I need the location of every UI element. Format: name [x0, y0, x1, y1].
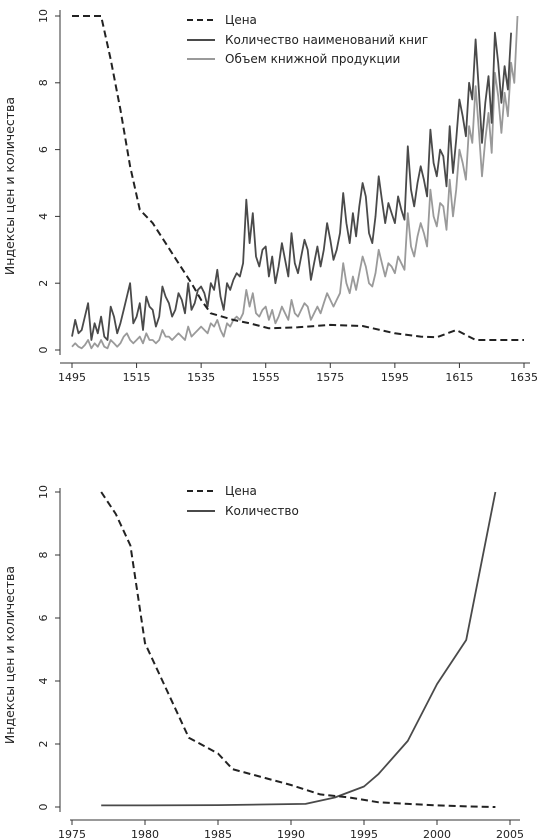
top-x-tick-label: 1635: [510, 371, 538, 384]
top-x-tick-label: 1555: [252, 371, 280, 384]
top-y-tick-label: 8: [37, 79, 50, 86]
bottom-legend-label-price: Цена: [225, 484, 257, 498]
top-x-axis: 1495 1515 1535 1555 1575 1595 1615 1635: [58, 362, 538, 384]
top-x-tick-label: 1615: [445, 371, 473, 384]
bottom-y-axis-label: Индексы цен и количества: [2, 566, 17, 744]
top-x-tick-label: 1495: [58, 371, 86, 384]
bottom-line-series-1: [101, 491, 497, 807]
bottom-y-tick-label: 0: [37, 804, 50, 811]
top-line-series-1: [71, 31, 512, 341]
top-y-tick-label: 6: [37, 146, 50, 153]
bottom-y-tick-label: 10: [37, 485, 50, 499]
top-legend: Цена Количество наименований книг Объем …: [187, 13, 428, 66]
bottom-y-tick-label: 8: [37, 552, 50, 559]
bottom-y-tick-label: 6: [37, 615, 50, 622]
top-line-series-2: [71, 15, 519, 350]
top-y-tick-label: 0: [37, 347, 50, 354]
bottom-y-tick-label: 2: [37, 741, 50, 748]
top-y-tick-label: 4: [37, 213, 50, 220]
top-x-tick-label: 1575: [316, 371, 344, 384]
bottom-x-tick-label: 2000: [423, 828, 451, 838]
top-legend-label-volume: Объем книжной продукции: [225, 52, 400, 66]
bottom-chart: Индексы цен и количества 0 2 4 6 8 10 1975 198…: [2, 484, 524, 838]
top-x-tick-label: 1595: [381, 371, 409, 384]
bottom-x-tick-label: 1990: [277, 828, 305, 838]
top-legend-label-price: Цена: [225, 13, 257, 27]
top-x-tick-label: 1535: [187, 371, 215, 384]
top-y-axis: 0 2 4 6 8 10: [37, 9, 61, 355]
bottom-line-series-0: [100, 491, 496, 808]
top-y-tick-label: 2: [37, 280, 50, 287]
top-legend-label-titles: Количество наименований книг: [225, 33, 428, 47]
top-y-tick-label: 10: [37, 9, 50, 23]
bottom-y-tick-label: 4: [37, 678, 50, 685]
bottom-x-axis: 1975 1980 1985 1990 1995 2000 2005: [58, 819, 524, 838]
bottom-x-tick-label: 1985: [204, 828, 232, 838]
bottom-x-tick-label: 1980: [131, 828, 159, 838]
bottom-legend-label-quantity: Количество: [225, 504, 299, 518]
bottom-legend: Цена Количество: [187, 484, 299, 518]
top-chart: Индексы цен и количества 0 2 4 6 8 10 1495 151…: [2, 9, 538, 384]
top-y-axis-label: Индексы цен и количества: [2, 97, 17, 275]
top-line-series-0: [72, 15, 524, 341]
bottom-x-tick-label: 1995: [350, 828, 378, 838]
bottom-x-tick-label: 2005: [496, 828, 524, 838]
top-x-tick-label: 1515: [123, 371, 151, 384]
bottom-y-axis: 0 2 4 6 8 10: [37, 485, 61, 812]
bottom-x-tick-label: 1975: [58, 828, 86, 838]
